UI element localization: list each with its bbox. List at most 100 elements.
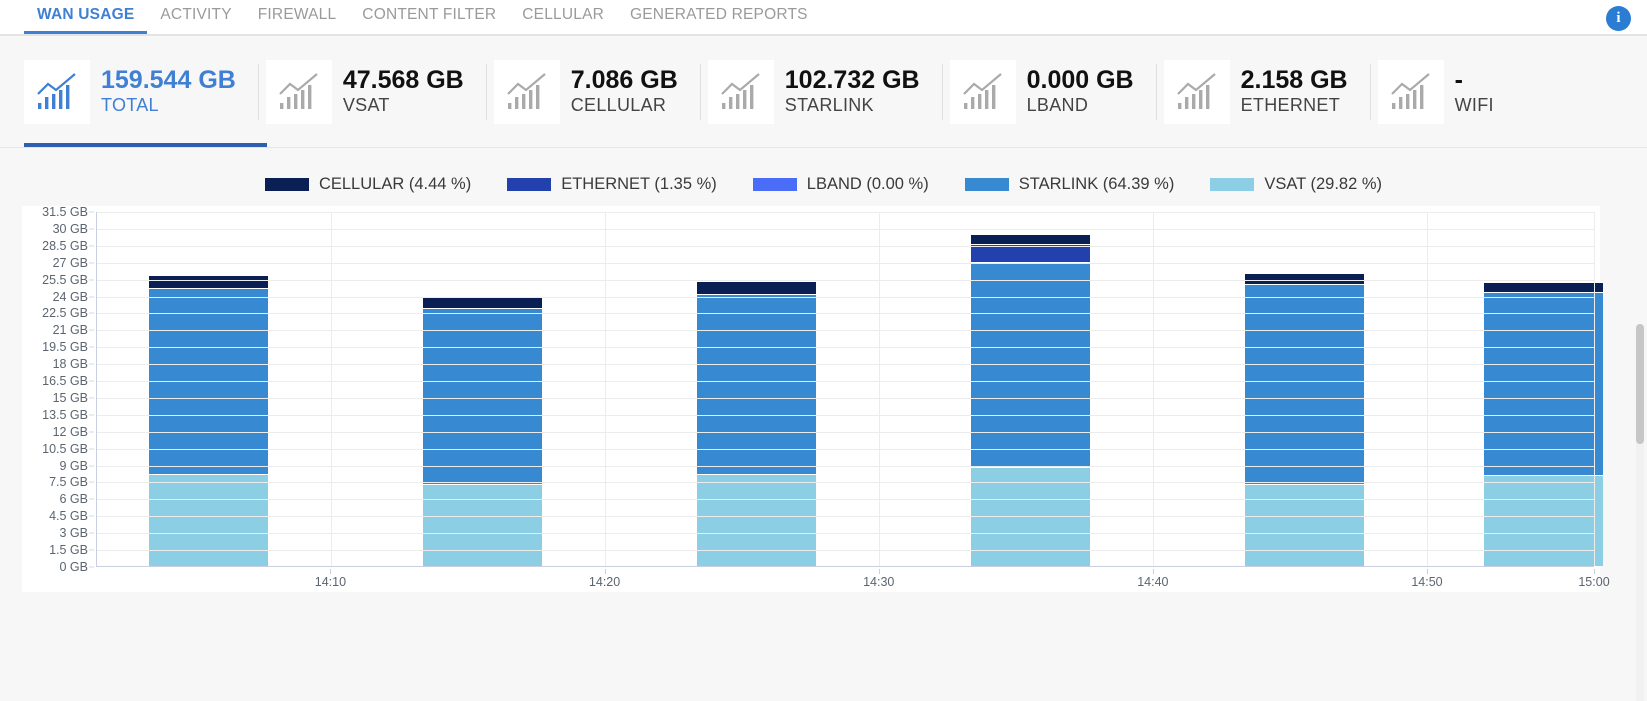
info-icon[interactable]: i [1606,6,1631,31]
stat-value: - [1454,65,1463,94]
bar-segment-cellular[interactable] [696,280,816,295]
chart-plot-card: 0 GB 1.5 GB 3 GB 4.5 GB 6 GB 7.5 GB 9 GB 10.5 G… [22,205,1610,592]
y-axis-tick-mark [89,363,94,365]
bar-segment-starlink[interactable] [1244,284,1364,484]
stat-card-ethernet[interactable]: 2.158 GB ETHERNET [1155,36,1370,147]
bar-segment-vsat[interactable] [1484,474,1604,566]
y-axis-tick-mark [89,532,94,534]
bars-group [97,212,1604,566]
bar-stack[interactable] [422,296,542,566]
x-axis-tick-label: 14:40 [1137,575,1169,589]
bar-segment-starlink[interactable] [696,294,816,474]
bar-segment-vsat[interactable] [422,483,542,566]
x-axis-tick-label: 14:30 [863,575,895,589]
bar-segment-vsat[interactable] [149,473,269,566]
bar-segment-cellular[interactable] [422,296,542,308]
bar-segment-starlink[interactable] [1484,292,1604,475]
stat-card-total[interactable]: 159.544 GB TOTAL [24,36,267,147]
stat-divider [257,64,259,120]
gridline-horizontal [97,431,1594,433]
stat-text: 0.000 GB LBAND [1016,65,1134,117]
legend-label: VSAT (29.82 %) [1264,174,1383,193]
legend-item-cellular[interactable]: CELLULAR (4.44 %) [264,174,472,194]
y-axis-tick-label: 3 GB [59,526,89,541]
x-axis-tick-mark [1594,569,1595,574]
x-axis-tick-mark [878,569,880,574]
stat-card-vsat[interactable]: 47.568 GB VSAT [257,36,486,147]
x-axis-tick-mark [604,569,606,574]
bar-segment-starlink[interactable] [149,287,269,474]
y-axis-tick-label: 18 GB [52,357,88,372]
stat-text: 102.732 GB STARLINK [774,66,920,117]
bar-stack[interactable] [1484,282,1604,566]
stat-text: 2.158 GB ETHERNET [1230,65,1348,117]
gridline-horizontal [97,228,1594,230]
bar-stack[interactable] [696,280,816,566]
x-axis-tick-label: 14:20 [588,575,621,589]
stat-label: VSAT [342,94,390,115]
tab-firewall[interactable]: FIREWALL [257,6,337,23]
stat-icon-box [949,59,1016,124]
chart-icon [962,72,1002,109]
bar-segment-ethernet[interactable] [970,243,1090,262]
stat-card-starlink[interactable]: 102.732 GB STARLINK [699,36,942,147]
y-axis-tick-mark [89,549,94,551]
stat-label: ETHERNET [1240,94,1341,115]
y-axis-tick-label: 1.5 GB [49,543,88,558]
stat-card-lband[interactable]: 0.000 GB LBAND [941,36,1156,147]
bar-segment-vsat[interactable] [696,473,816,566]
chart-scrollbar-thumb[interactable] [1636,324,1644,444]
bar-segment-vsat[interactable] [1244,483,1364,566]
gridline-horizontal [97,313,1594,315]
bar-segment-cellular[interactable] [149,275,269,288]
stat-divider [1155,64,1157,120]
gridline-horizontal [97,414,1594,416]
bar-stack[interactable] [149,275,269,566]
y-axis-tick-label: 4.5 GB [49,509,88,524]
bar-stack[interactable] [1244,273,1364,566]
legend-item-ethernet[interactable]: ETHERNET (1.35 %) [507,175,717,194]
chart-legend: CELLULAR (4.44 %) ETHERNET (1.35 %) LBAND … [0,148,1647,206]
y-axis-tick-label: 31.5 GB [42,205,88,219]
y-axis-tick-mark [89,329,94,331]
gridline-horizontal [97,245,1594,247]
tab-cellular[interactable]: CELLULAR [522,6,604,23]
y-axis-tick-label: 21 GB [52,323,88,338]
bar-segment-cellular[interactable] [1484,282,1604,293]
stat-label: CELLULAR [570,94,667,115]
legend-label: CELLULAR (4.44 %) [318,174,472,193]
stat-card-cellular[interactable]: 7.086 GB CELLULAR [485,36,700,147]
stat-active-underline [24,143,267,147]
stat-value: 0.000 GB [1026,65,1134,94]
stat-text: 159.544 GB TOTAL [90,66,236,117]
stat-divider [941,64,943,120]
tab-content-filter[interactable]: CONTENT FILTER [362,6,497,23]
gridline-horizontal [97,448,1594,450]
bar-segment-starlink[interactable] [422,307,542,484]
chart-icon [506,72,546,109]
stat-value: 2.158 GB [1240,65,1348,94]
gridline-horizontal [97,516,1594,518]
y-axis-tick-label: 27 GB [52,255,88,270]
y-axis-tick-mark [89,312,94,314]
y-axis-tick-mark [89,296,94,298]
y-axis-tick-label: 16.5 GB [42,374,88,389]
y-axis-tick-label: 13.5 GB [42,407,88,422]
gridline-vertical [1427,212,1429,566]
y-axis-tick-label: 0 GB [59,560,89,574]
legend-item-vsat[interactable]: VSAT (29.82 %) [1210,175,1382,194]
bar-segment-cellular[interactable] [1244,273,1364,285]
gridline-horizontal [97,465,1594,467]
chart-scrollbar[interactable] [1636,324,1644,701]
bar-segment-cellular[interactable] [970,233,1090,244]
legend-item-lband[interactable]: LBAND (0.00 %) [752,175,929,194]
tab-generated-reports[interactable]: GENERATED REPORTS [630,6,808,23]
chart-icon [279,72,318,109]
plot-area [96,212,1604,567]
tab-activity[interactable]: ACTIVITY [160,6,232,23]
gridline-horizontal [97,296,1594,298]
stat-card-wifi[interactable]: - WIFI [1369,36,1516,147]
legend-item-starlink[interactable]: STARLINK (64.39 %) [964,175,1174,194]
tab-wan-usage[interactable]: WAN USAGE [24,0,148,34]
